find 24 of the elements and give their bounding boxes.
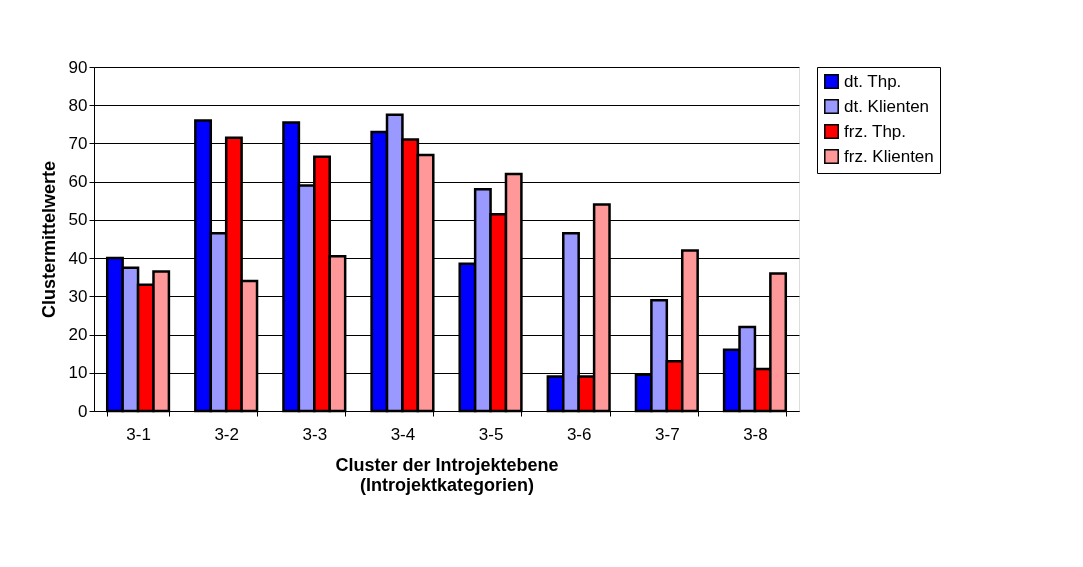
y-tick-label: 0 <box>78 401 88 421</box>
y-tick-label: 40 <box>68 248 88 268</box>
y-tick-label: 10 <box>68 363 88 383</box>
y-tick-label: 80 <box>68 95 88 115</box>
x-tick-label: 3-1 <box>126 424 151 444</box>
legend-label: frz. Klienten <box>844 146 934 166</box>
y-tick-label: 70 <box>68 133 88 153</box>
y-tick-label: 20 <box>68 325 88 345</box>
x-tick-label: 3-6 <box>566 424 592 444</box>
y-tick-label: 60 <box>68 172 88 192</box>
y-tick-label: 30 <box>68 286 88 306</box>
x-tick-label: 3-4 <box>390 424 416 444</box>
x-axis-title: Cluster der Introjektebene (Introjektkategorien) <box>335 454 559 495</box>
y-tick-label: 90 <box>68 57 88 77</box>
y-tick-label: 50 <box>68 210 88 230</box>
x-tick-label: 3-3 <box>302 424 328 444</box>
x-tick-label: 3-2 <box>214 424 239 444</box>
legend-label: frz. Thp. <box>844 121 907 141</box>
legend-label: dt. Thp. <box>844 71 902 91</box>
y-axis-title: Clustermittelwerte <box>38 160 59 319</box>
x-tick-label: 3-5 <box>478 424 504 444</box>
x-tick-label: 3-8 <box>743 424 768 444</box>
legend-label: dt. Klienten <box>844 96 930 116</box>
x-tick-label: 3-7 <box>655 424 680 444</box>
